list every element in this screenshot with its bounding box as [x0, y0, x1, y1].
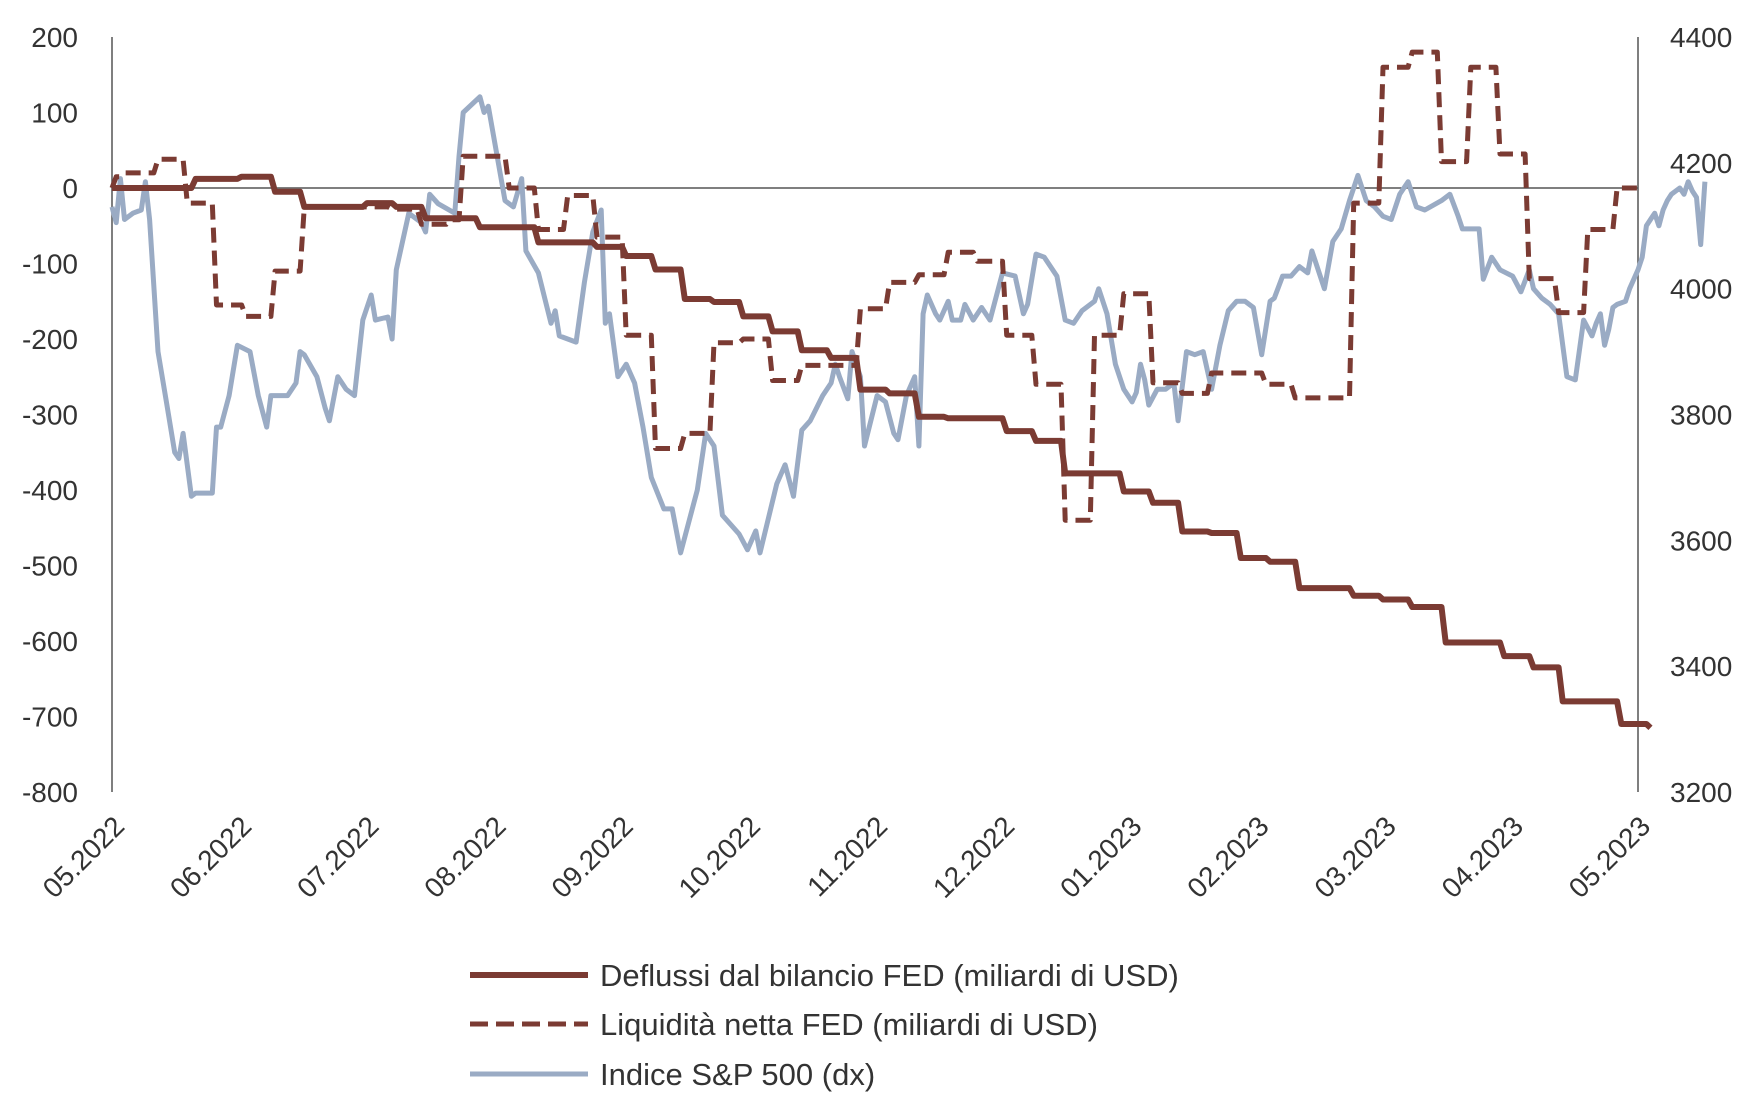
x-tick-label: 10.2022: [673, 810, 766, 903]
x-tick-label: 03.2023: [1308, 810, 1401, 903]
tick-labels: 200 100 0 -100 -200 -300 -400 -500 -600 -700 -800 4…: [22, 22, 1732, 904]
x-tick-label: 08.2022: [418, 810, 511, 903]
x-tick-label: 05.2023: [1563, 810, 1656, 903]
y-right-tick-label: 4000: [1670, 274, 1732, 305]
y-right-tick-label: 3600: [1670, 525, 1732, 556]
y-left-tick-label: -500: [22, 551, 78, 582]
y-left-tick-label: -200: [22, 324, 78, 355]
plot-area: [109, 49, 1708, 731]
legend-label-2: Indice S&P 500 (dx): [600, 1057, 875, 1092]
x-tick-label: 02.2023: [1181, 810, 1274, 903]
y-left-tick-label: -700: [22, 702, 78, 733]
axes: [111, 37, 1639, 792]
series-line-0: [112, 173, 1653, 731]
y-right-tick-label: 4200: [1670, 148, 1732, 179]
x-tick-label: 06.2022: [164, 810, 257, 903]
legend: Deflussi dal bilancio FED (miliardi di U…: [470, 958, 1179, 1092]
x-tick-label: 07.2022: [291, 810, 384, 903]
x-tick-label: 01.2023: [1054, 810, 1147, 903]
x-tick-label: 04.2023: [1436, 810, 1529, 903]
y-right-tick-label: 3800: [1670, 400, 1732, 431]
y-left-tick-label: 200: [31, 22, 78, 53]
y-left-tick-label: -600: [22, 626, 78, 657]
y-right-tick-label: 3200: [1670, 777, 1732, 808]
y-left-tick-label: 100: [31, 98, 78, 129]
x-tick-label: 11.2022: [801, 810, 893, 902]
y-right-tick-label: 3400: [1670, 651, 1732, 682]
x-tick-label: 09.2022: [545, 810, 638, 903]
y-left-tick-label: -400: [22, 475, 78, 506]
y-right-tick-label: 4400: [1670, 22, 1732, 53]
legend-label-0: Deflussi dal bilancio FED (miliardi di U…: [600, 958, 1179, 993]
series-line-1: [109, 49, 1643, 523]
series-line-2: [109, 94, 1708, 556]
legend-label-1: Liquidità netta FED (miliardi di USD): [600, 1007, 1098, 1042]
y-left-tick-label: 0: [62, 173, 78, 204]
y-left-tick-label: -800: [22, 777, 78, 808]
y-left-tick-label: -100: [22, 249, 78, 280]
y-left-tick-label: -300: [22, 400, 78, 431]
x-tick-label: 05.2022: [37, 810, 130, 903]
x-tick-label: 12.2022: [927, 810, 1020, 903]
